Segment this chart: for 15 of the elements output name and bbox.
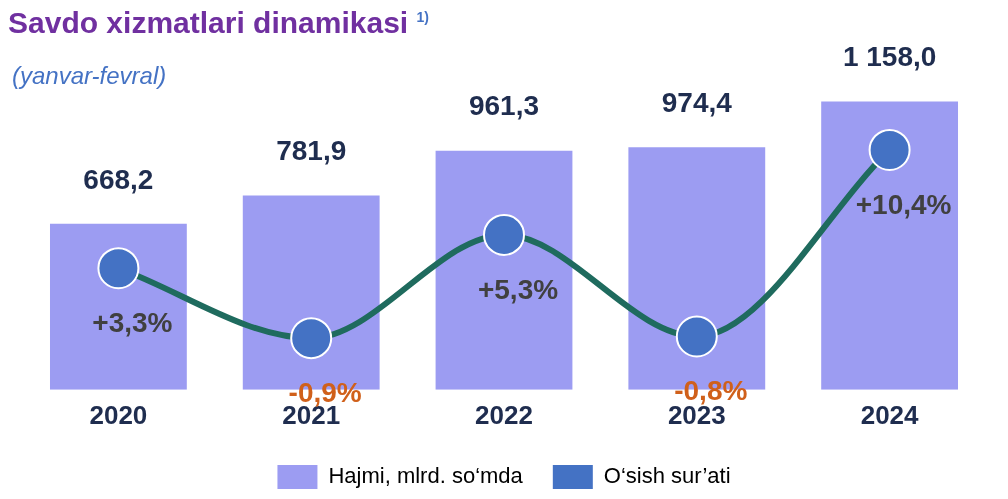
- data-label: +10,4%: [855, 188, 952, 220]
- x-tick-label: 2024: [860, 399, 920, 430]
- chart-title: Savdo xizmatlari dinamikasi $^{1)}$: [8, 6, 429, 40]
- x-tick-label: 2020: [89, 399, 148, 430]
- data-label: 961,3: [468, 90, 540, 122]
- data-label: +3,3%: [92, 306, 173, 338]
- chart-subtitle: (yanvar-fevral): [12, 62, 167, 90]
- data-label: 668,2: [83, 163, 154, 195]
- data-label: +5,3%: [477, 273, 559, 305]
- legend-label: Hajmi, mlrd. so‘mda: [328, 463, 524, 489]
- data-label: 974,4: [661, 87, 733, 119]
- data-label: 781,9: [276, 135, 347, 167]
- legend-label: O‘sish sur’ati: [603, 463, 731, 489]
- data-label: 1 158,0: [842, 41, 937, 73]
- x-tick-label: 2022: [475, 399, 533, 430]
